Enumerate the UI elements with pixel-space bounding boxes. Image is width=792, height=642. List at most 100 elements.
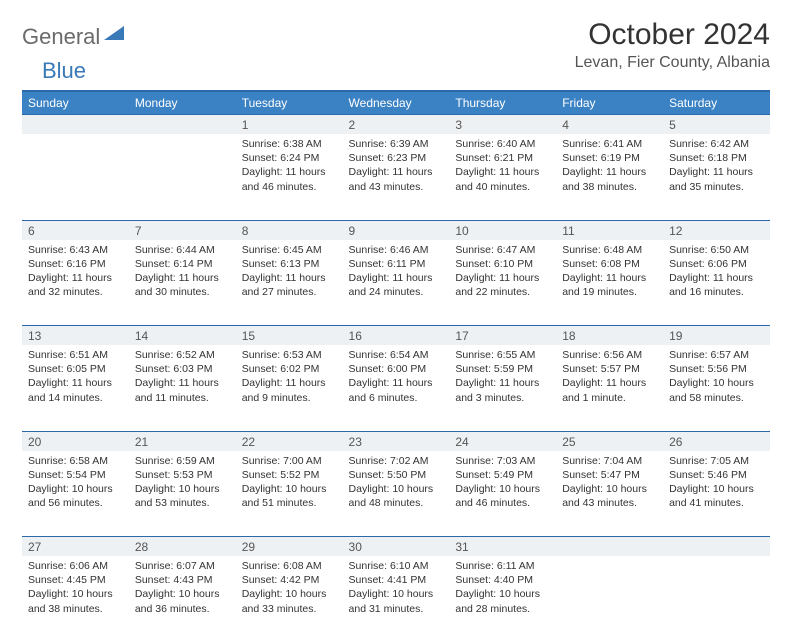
daylight-line: Daylight: 11 hours and 43 minutes.	[349, 165, 444, 193]
day-cell: Sunrise: 6:58 AMSunset: 5:54 PMDaylight:…	[22, 451, 129, 537]
daylight-line: Daylight: 11 hours and 16 minutes.	[669, 271, 764, 299]
title-block: October 2024 Levan, Fier County, Albania	[575, 18, 770, 72]
daynum-row: 6789101112	[22, 220, 770, 240]
sunrise-line: Sunrise: 6:45 AM	[242, 243, 337, 257]
sunrise-line: Sunrise: 6:59 AM	[135, 454, 230, 468]
month-title: October 2024	[575, 18, 770, 52]
daynum-cell	[663, 537, 770, 557]
day-cell: Sunrise: 7:03 AMSunset: 5:49 PMDaylight:…	[449, 451, 556, 537]
day-details: Sunrise: 7:05 AMSunset: 5:46 PMDaylight:…	[663, 451, 770, 517]
day-cell: Sunrise: 6:50 AMSunset: 6:06 PMDaylight:…	[663, 240, 770, 326]
day-details: Sunrise: 7:02 AMSunset: 5:50 PMDaylight:…	[343, 451, 450, 517]
day-number: 7	[129, 221, 236, 240]
day-number: 8	[236, 221, 343, 240]
sunrise-line: Sunrise: 6:53 AM	[242, 348, 337, 362]
logo-word2: Blue	[22, 58, 86, 83]
week-row: Sunrise: 6:38 AMSunset: 6:24 PMDaylight:…	[22, 134, 770, 220]
sunset-line: Sunset: 6:03 PM	[135, 362, 230, 376]
sunrise-line: Sunrise: 7:04 AM	[562, 454, 657, 468]
weekday-header: Thursday	[449, 91, 556, 115]
daylight-line: Daylight: 11 hours and 30 minutes.	[135, 271, 230, 299]
day-cell: Sunrise: 6:06 AMSunset: 4:45 PMDaylight:…	[22, 556, 129, 642]
day-details: Sunrise: 6:56 AMSunset: 5:57 PMDaylight:…	[556, 345, 663, 411]
daylight-line: Daylight: 11 hours and 11 minutes.	[135, 376, 230, 404]
day-number: 14	[129, 326, 236, 345]
day-cell: Sunrise: 6:46 AMSunset: 6:11 PMDaylight:…	[343, 240, 450, 326]
daylight-line: Daylight: 11 hours and 32 minutes.	[28, 271, 123, 299]
sunrise-line: Sunrise: 6:57 AM	[669, 348, 764, 362]
sunset-line: Sunset: 6:21 PM	[455, 151, 550, 165]
daynum-row: 12345	[22, 115, 770, 135]
day-number: 1	[236, 115, 343, 134]
day-cell: Sunrise: 6:41 AMSunset: 6:19 PMDaylight:…	[556, 134, 663, 220]
daynum-cell: 1	[236, 115, 343, 135]
daynum-cell: 3	[449, 115, 556, 135]
sunset-line: Sunset: 4:40 PM	[455, 573, 550, 587]
day-cell: Sunrise: 6:45 AMSunset: 6:13 PMDaylight:…	[236, 240, 343, 326]
day-number: 10	[449, 221, 556, 240]
calendar-table: Sunday Monday Tuesday Wednesday Thursday…	[22, 90, 770, 642]
sunrise-line: Sunrise: 6:38 AM	[242, 137, 337, 151]
day-details: Sunrise: 6:39 AMSunset: 6:23 PMDaylight:…	[343, 134, 450, 200]
daylight-line: Daylight: 10 hours and 43 minutes.	[562, 482, 657, 510]
daynum-cell: 27	[22, 537, 129, 557]
daylight-line: Daylight: 10 hours and 46 minutes.	[455, 482, 550, 510]
day-number: 28	[129, 537, 236, 556]
daynum-cell: 19	[663, 326, 770, 346]
daynum-cell: 28	[129, 537, 236, 557]
sunset-line: Sunset: 5:59 PM	[455, 362, 550, 376]
daynum-cell: 7	[129, 220, 236, 240]
day-number: 4	[556, 115, 663, 134]
sunrise-line: Sunrise: 6:11 AM	[455, 559, 550, 573]
day-number: 15	[236, 326, 343, 345]
sunset-line: Sunset: 4:41 PM	[349, 573, 444, 587]
day-cell: Sunrise: 6:43 AMSunset: 6:16 PMDaylight:…	[22, 240, 129, 326]
day-cell: Sunrise: 6:48 AMSunset: 6:08 PMDaylight:…	[556, 240, 663, 326]
sunrise-line: Sunrise: 6:52 AM	[135, 348, 230, 362]
sunrise-line: Sunrise: 6:39 AM	[349, 137, 444, 151]
sunset-line: Sunset: 6:00 PM	[349, 362, 444, 376]
day-details: Sunrise: 6:54 AMSunset: 6:00 PMDaylight:…	[343, 345, 450, 411]
day-details: Sunrise: 6:45 AMSunset: 6:13 PMDaylight:…	[236, 240, 343, 306]
daylight-line: Daylight: 11 hours and 40 minutes.	[455, 165, 550, 193]
day-cell: Sunrise: 6:08 AMSunset: 4:42 PMDaylight:…	[236, 556, 343, 642]
sunset-line: Sunset: 5:46 PM	[669, 468, 764, 482]
day-details: Sunrise: 6:47 AMSunset: 6:10 PMDaylight:…	[449, 240, 556, 306]
daynum-row: 20212223242526	[22, 431, 770, 451]
daylight-line: Daylight: 11 hours and 14 minutes.	[28, 376, 123, 404]
day-number: 20	[22, 432, 129, 451]
sunset-line: Sunset: 6:14 PM	[135, 257, 230, 271]
daylight-line: Daylight: 11 hours and 19 minutes.	[562, 271, 657, 299]
daynum-cell: 5	[663, 115, 770, 135]
week-row: Sunrise: 6:58 AMSunset: 5:54 PMDaylight:…	[22, 451, 770, 537]
day-number: 11	[556, 221, 663, 240]
daynum-cell: 17	[449, 326, 556, 346]
daylight-line: Daylight: 11 hours and 1 minute.	[562, 376, 657, 404]
day-cell: Sunrise: 7:00 AMSunset: 5:52 PMDaylight:…	[236, 451, 343, 537]
daynum-cell: 12	[663, 220, 770, 240]
sunrise-line: Sunrise: 6:55 AM	[455, 348, 550, 362]
sunset-line: Sunset: 6:08 PM	[562, 257, 657, 271]
day-details: Sunrise: 6:53 AMSunset: 6:02 PMDaylight:…	[236, 345, 343, 411]
daylight-line: Daylight: 10 hours and 58 minutes.	[669, 376, 764, 404]
daylight-line: Daylight: 11 hours and 38 minutes.	[562, 165, 657, 193]
sunrise-line: Sunrise: 6:44 AM	[135, 243, 230, 257]
day-cell: Sunrise: 6:40 AMSunset: 6:21 PMDaylight:…	[449, 134, 556, 220]
sunset-line: Sunset: 5:56 PM	[669, 362, 764, 376]
day-cell: Sunrise: 7:02 AMSunset: 5:50 PMDaylight:…	[343, 451, 450, 537]
day-details: Sunrise: 6:41 AMSunset: 6:19 PMDaylight:…	[556, 134, 663, 200]
sunset-line: Sunset: 5:47 PM	[562, 468, 657, 482]
daynum-cell: 21	[129, 431, 236, 451]
daynum-cell: 6	[22, 220, 129, 240]
day-details: Sunrise: 7:04 AMSunset: 5:47 PMDaylight:…	[556, 451, 663, 517]
daynum-cell: 9	[343, 220, 450, 240]
sunset-line: Sunset: 6:05 PM	[28, 362, 123, 376]
daynum-cell: 13	[22, 326, 129, 346]
weekday-header: Wednesday	[343, 91, 450, 115]
daynum-cell	[129, 115, 236, 135]
day-number: 23	[343, 432, 450, 451]
day-cell: Sunrise: 6:10 AMSunset: 4:41 PMDaylight:…	[343, 556, 450, 642]
day-cell	[129, 134, 236, 220]
day-number: 19	[663, 326, 770, 345]
day-cell: Sunrise: 6:47 AMSunset: 6:10 PMDaylight:…	[449, 240, 556, 326]
